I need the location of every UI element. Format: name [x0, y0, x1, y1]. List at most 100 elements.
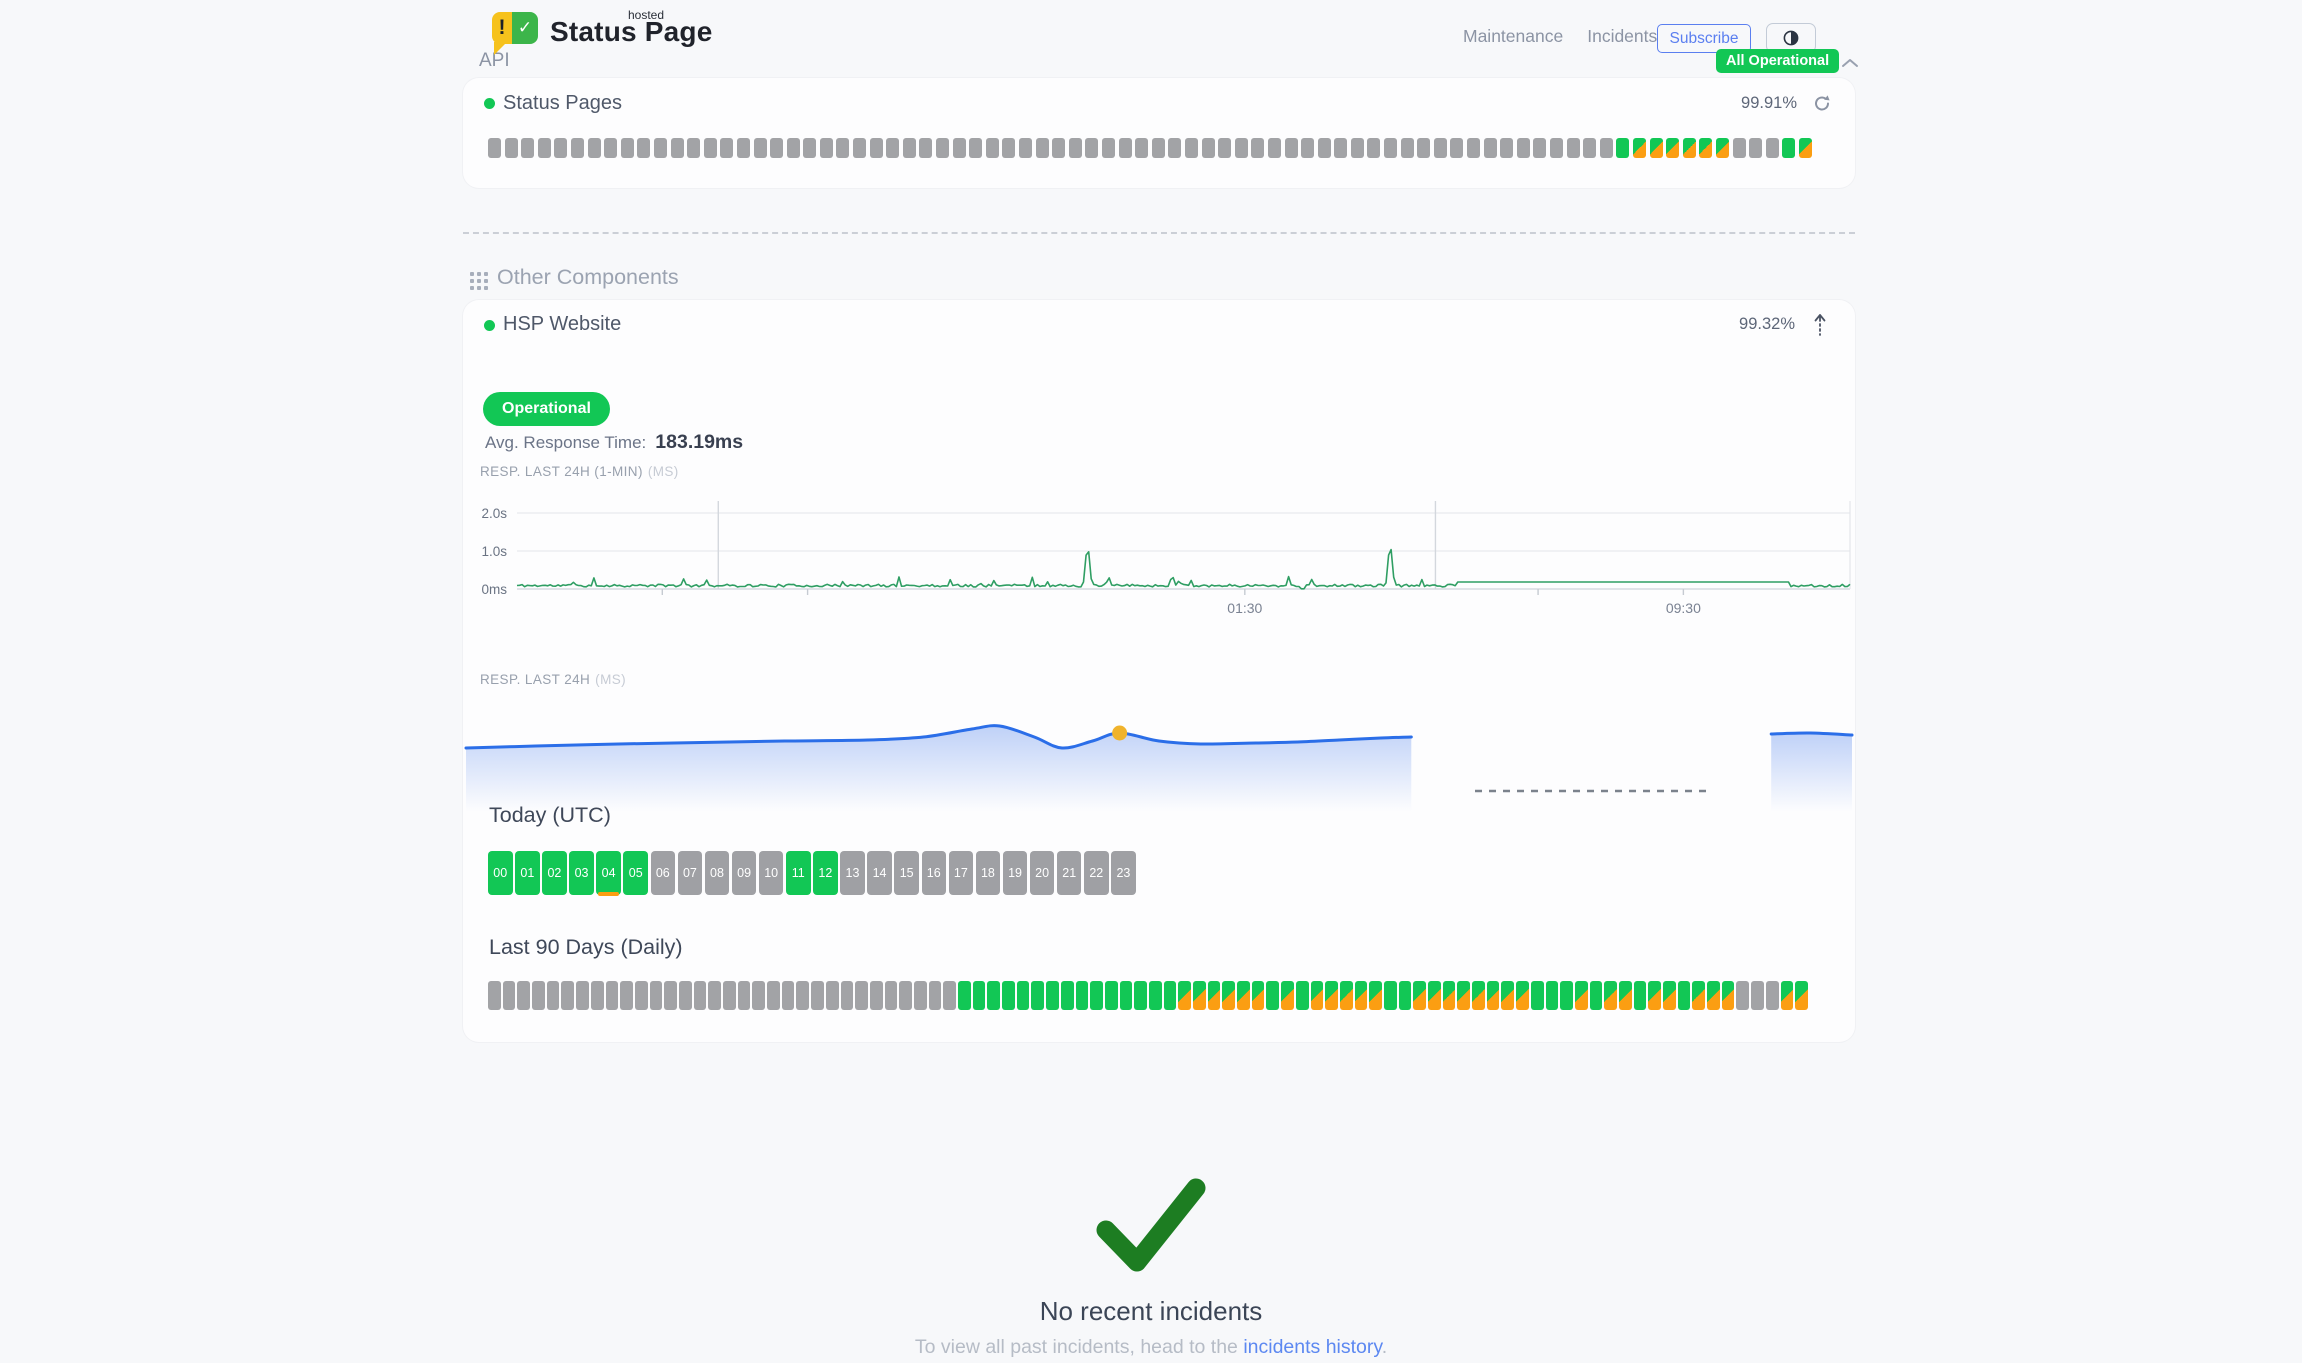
hour-block-11[interactable]: 11 — [786, 851, 811, 895]
day-bar[interactable] — [913, 981, 927, 1010]
day-bar[interactable] — [869, 981, 883, 1010]
uptime-bar[interactable] — [1284, 138, 1298, 158]
day-bar[interactable] — [1618, 981, 1632, 1010]
uptime-bar[interactable] — [886, 138, 900, 158]
day-bar[interactable] — [1398, 981, 1412, 1010]
day-bar[interactable] — [1222, 981, 1236, 1010]
uptime-bar[interactable] — [537, 138, 551, 158]
uptime-bar[interactable] — [1782, 138, 1796, 158]
hour-block-14[interactable]: 14 — [867, 851, 892, 895]
uptime-bar[interactable] — [1068, 138, 1082, 158]
uptime-bar[interactable] — [1417, 138, 1431, 158]
day-bar[interactable] — [1574, 981, 1588, 1010]
hour-block-19[interactable]: 19 — [1002, 851, 1028, 895]
hour-block-13[interactable]: 13 — [840, 851, 865, 895]
hour-block-07[interactable]: 07 — [677, 851, 703, 895]
day-bar[interactable] — [1325, 981, 1338, 1010]
day-bar[interactable] — [678, 981, 692, 1010]
day-bar[interactable] — [781, 981, 795, 1010]
uptime-bar[interactable] — [1699, 138, 1713, 158]
uptime-bar[interactable] — [1798, 138, 1812, 158]
day-bar[interactable] — [1472, 981, 1485, 1010]
uptime-bar[interactable] — [1350, 138, 1364, 158]
day-bar[interactable] — [1530, 981, 1544, 1010]
day-bar[interactable] — [796, 981, 810, 1010]
hour-block-09[interactable]: 09 — [731, 851, 757, 895]
uptime-bar[interactable] — [1516, 138, 1530, 158]
uptime-bar[interactable] — [985, 138, 999, 158]
uptime-bar[interactable] — [1765, 138, 1779, 158]
uptime-bar[interactable] — [1749, 138, 1763, 158]
uptime-bar[interactable] — [1317, 138, 1331, 158]
day-bar[interactable] — [1193, 981, 1206, 1010]
uptime-bar[interactable] — [1500, 138, 1514, 158]
day-bar[interactable] — [708, 981, 721, 1010]
day-bar[interactable] — [649, 981, 663, 1010]
uptime-bar[interactable] — [504, 138, 518, 158]
uptime-bar[interactable] — [1334, 138, 1348, 158]
day-bar[interactable] — [1148, 981, 1162, 1010]
day-bar[interactable] — [884, 981, 898, 1010]
day-bar[interactable] — [1428, 981, 1441, 1010]
uptime-bar[interactable] — [952, 138, 966, 158]
uptime-bar[interactable] — [1301, 138, 1315, 158]
day-bar[interactable] — [605, 981, 619, 1010]
uptime-bar[interactable] — [687, 138, 701, 158]
day-bar[interactable] — [1060, 981, 1074, 1010]
refresh-icon[interactable] — [1813, 94, 1831, 117]
uptime-bar[interactable] — [1035, 138, 1049, 158]
hour-block-02[interactable]: 02 — [542, 851, 567, 895]
day-bar[interactable] — [1589, 981, 1603, 1010]
day-bar[interactable] — [855, 981, 868, 1010]
day-bar[interactable] — [1354, 981, 1368, 1010]
uptime-bar[interactable] — [853, 138, 867, 158]
day-bar[interactable] — [972, 981, 986, 1010]
uptime-bar[interactable] — [1682, 138, 1696, 158]
uptime-bar[interactable] — [786, 138, 800, 158]
day-bar[interactable] — [576, 981, 589, 1010]
uptime-bar[interactable] — [1433, 138, 1447, 158]
uptime-bar[interactable] — [1400, 138, 1414, 158]
uptime-bar[interactable] — [1450, 138, 1464, 158]
overall-status-badge[interactable]: All Operational — [1716, 49, 1840, 73]
day-bar[interactable] — [532, 981, 545, 1010]
nav-item-maintenance[interactable]: Maintenance — [1463, 26, 1564, 46]
day-bar[interactable] — [1178, 981, 1191, 1010]
uptime-bar[interactable] — [1367, 138, 1381, 158]
uptime-bar[interactable] — [869, 138, 883, 158]
hour-block-08[interactable]: 08 — [704, 851, 730, 895]
day-bar[interactable] — [620, 981, 633, 1010]
uptime-bar[interactable] — [969, 138, 983, 158]
day-bar[interactable] — [1692, 981, 1706, 1010]
subscribe-button[interactable]: Subscribe — [1657, 24, 1751, 53]
uptime-bar[interactable] — [1201, 138, 1215, 158]
uptime-bar[interactable] — [670, 138, 684, 158]
day-bar[interactable] — [1707, 981, 1720, 1010]
day-bar[interactable] — [1207, 981, 1221, 1010]
day-bar[interactable] — [1765, 981, 1779, 1010]
uptime-bar[interactable] — [770, 138, 784, 158]
day-bar[interactable] — [1677, 981, 1691, 1010]
day-bar[interactable] — [1501, 981, 1515, 1010]
nav-item-incidents[interactable]: Incidents — [1587, 26, 1658, 46]
day-bar[interactable] — [1104, 981, 1118, 1010]
day-bar[interactable] — [546, 981, 560, 1010]
uptime-bar[interactable] — [637, 138, 651, 158]
day-bar[interactable] — [943, 981, 956, 1010]
uptime-bar[interactable] — [1649, 138, 1663, 158]
uptime-bar[interactable] — [736, 138, 750, 158]
uptime-bar[interactable] — [1151, 138, 1165, 158]
day-bar[interactable] — [928, 981, 942, 1010]
uptime-bar[interactable] — [1550, 138, 1563, 158]
day-bar[interactable] — [1604, 981, 1617, 1010]
day-bar[interactable] — [561, 981, 575, 1010]
uptime-bar[interactable] — [1101, 138, 1115, 158]
uptime-bar[interactable] — [1168, 138, 1182, 158]
day-bar[interactable] — [1663, 981, 1676, 1010]
day-bar[interactable] — [1648, 981, 1661, 1010]
uptime-bar[interactable] — [1218, 138, 1232, 158]
day-bar[interactable] — [1780, 981, 1794, 1010]
uptime-bar[interactable] — [1533, 138, 1547, 158]
day-bar[interactable] — [1413, 981, 1426, 1010]
hour-block-20[interactable]: 20 — [1029, 851, 1055, 895]
